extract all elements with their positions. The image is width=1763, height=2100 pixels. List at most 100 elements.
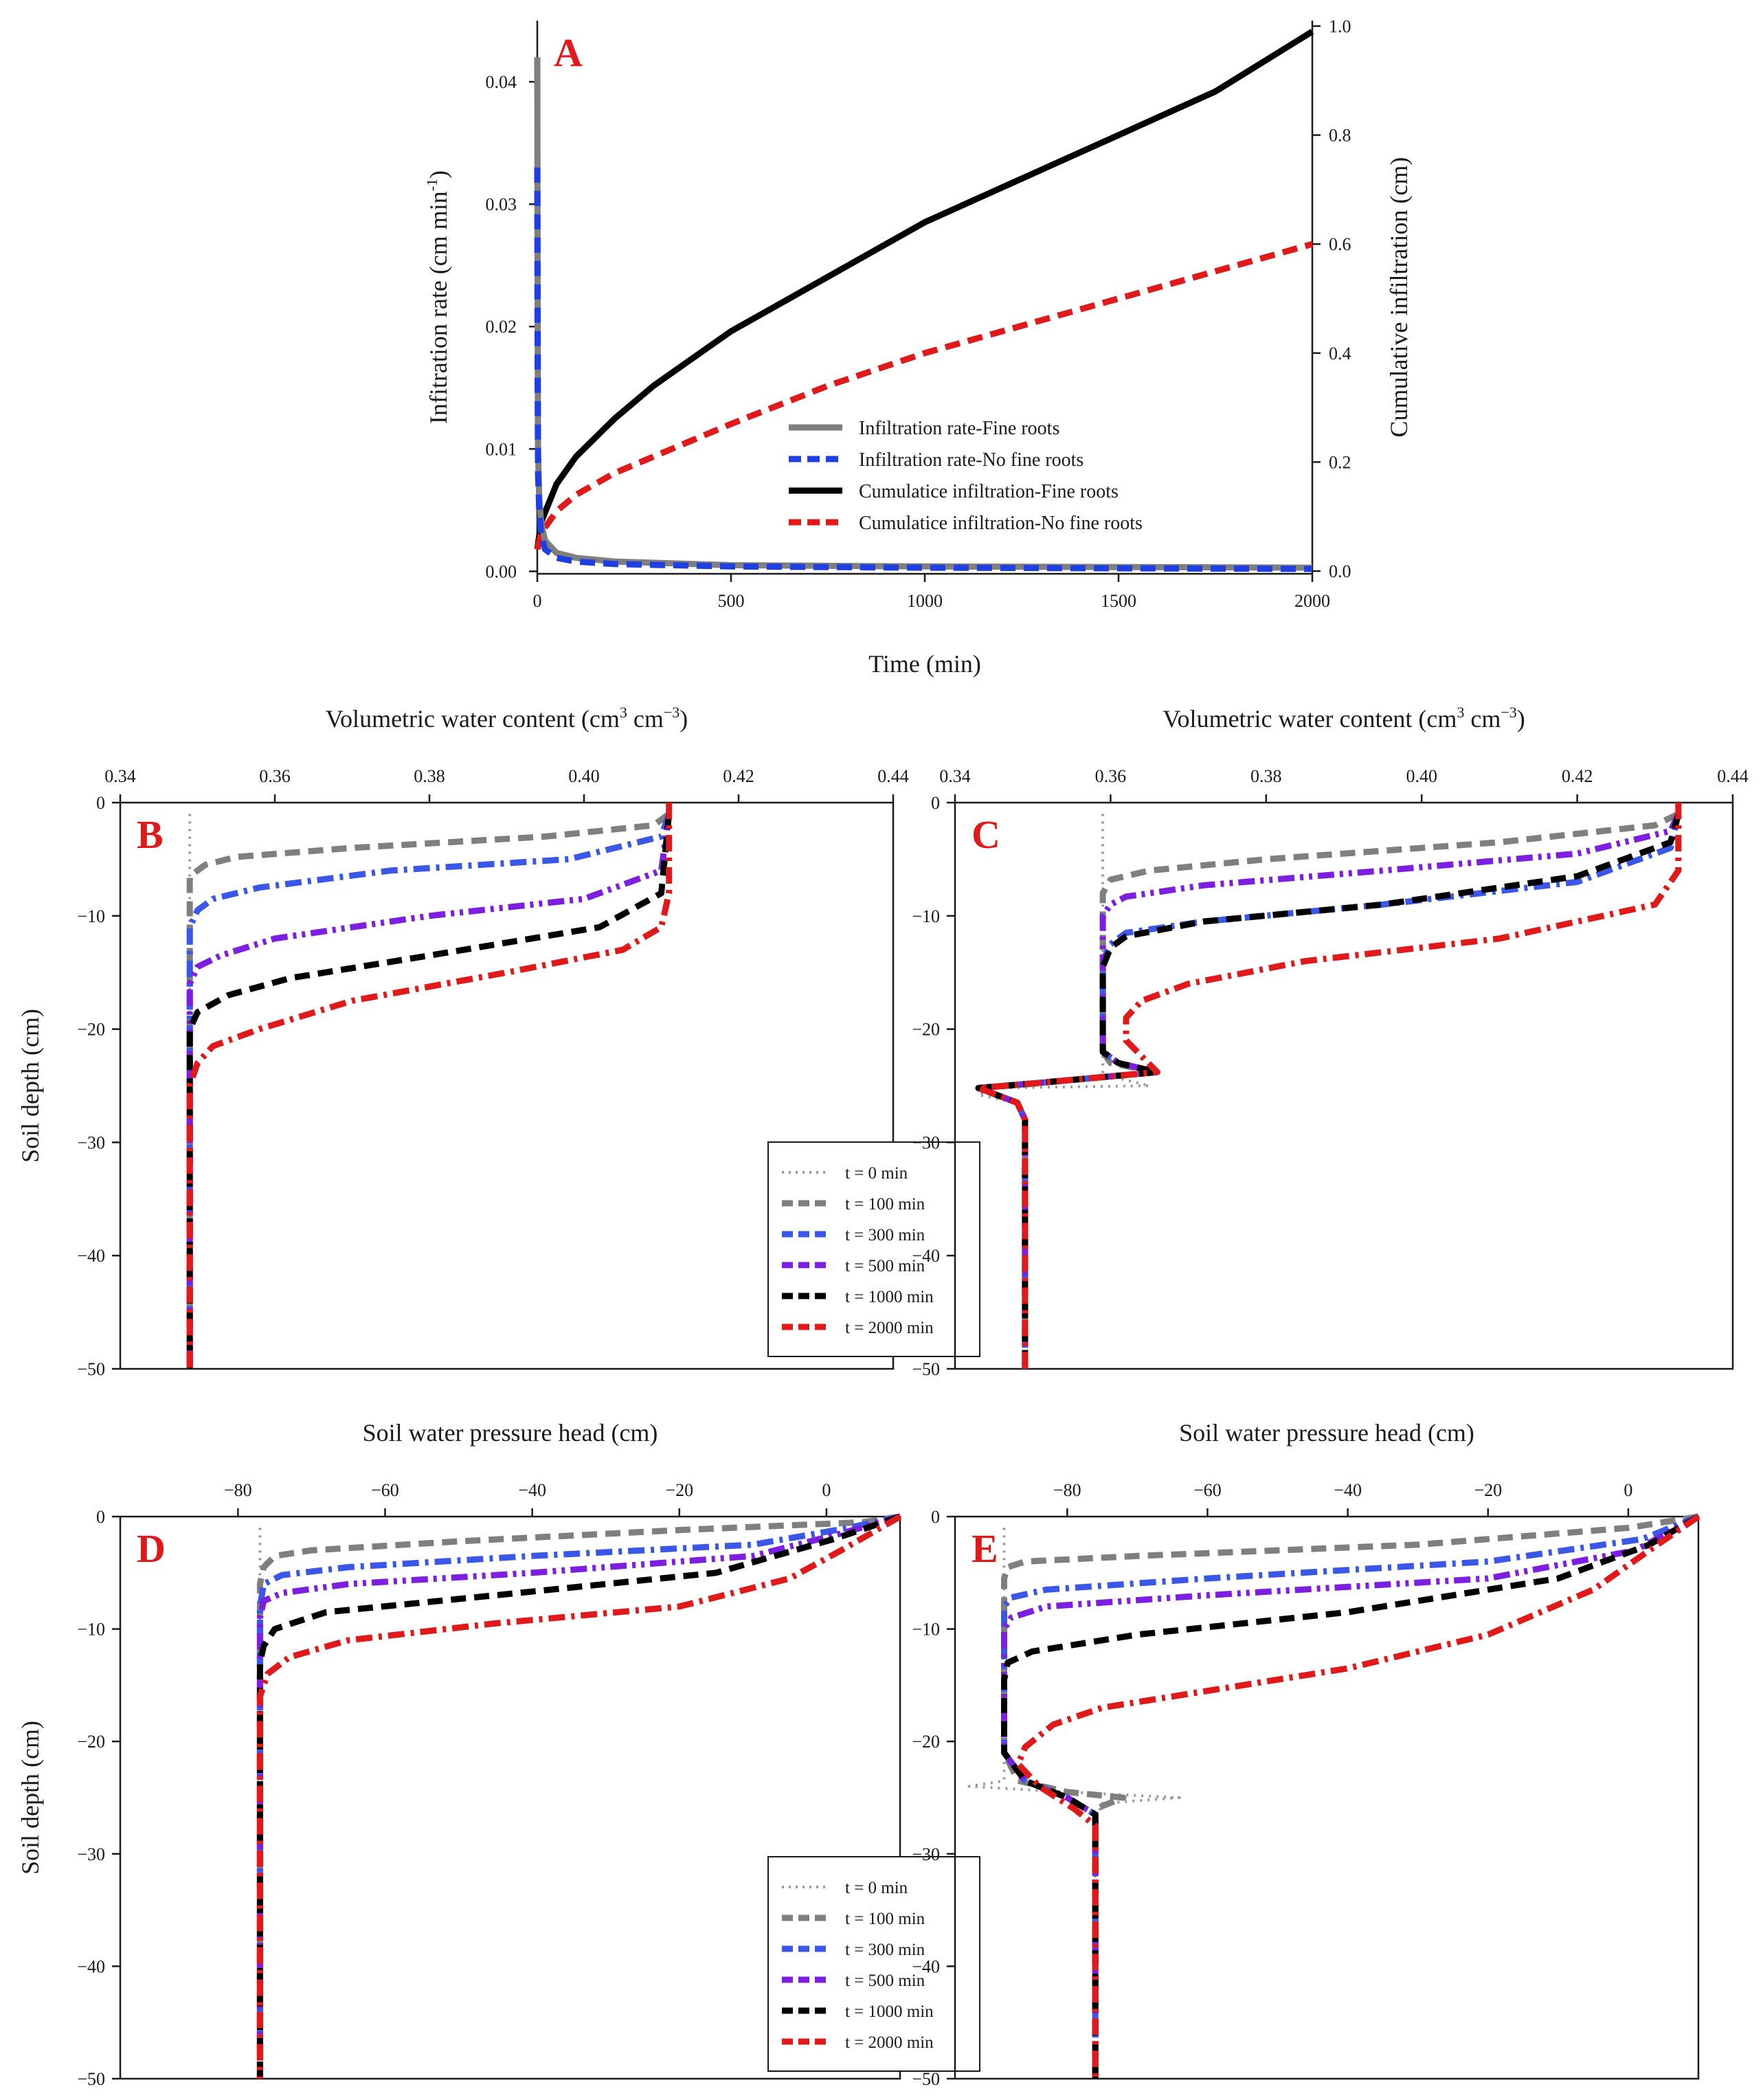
- chart-panel-c: 0.34 0.36 0.38 0.40 0.42 0.44 0 −10 −20 −30 −40 −50…: [912, 704, 1748, 1379]
- x-tick-label: 0.42: [1562, 766, 1593, 786]
- legend-label: Infiltration rate-No fine roots: [859, 449, 1083, 471]
- y-tick-label: 0.01: [486, 439, 517, 459]
- x-tick-label: 0.44: [1717, 766, 1749, 786]
- panel-label: C: [972, 812, 1000, 857]
- y-tick-label: 0: [96, 793, 105, 813]
- x-tick-label: −60: [1193, 1480, 1222, 1500]
- panel-label: A: [554, 30, 583, 75]
- chart-panel-a: 0 500 1000 1500 2000 0.00 0.01 0.02 0.03 0.04 0.0 0…: [423, 16, 1413, 678]
- series-line-3: [975, 812, 1681, 1369]
- series-line-1: [1001, 1513, 1699, 2079]
- x-tick-label: −20: [1474, 1480, 1502, 1500]
- series-line-3: [1001, 1514, 1700, 2079]
- chart-panel-b: 0.34 0.36 0.38 0.40 0.42 0.44 0 −10 −20 −30 −40 −50…: [16, 704, 980, 1379]
- x-tick-label: −80: [1053, 1480, 1081, 1500]
- x-tick-label: 0.38: [1250, 766, 1282, 786]
- x-tick-label: −40: [1334, 1480, 1362, 1500]
- x-tick-label: 0: [1624, 1480, 1632, 1500]
- panel-label: E: [972, 1526, 998, 1571]
- x-tick-label: 500: [718, 591, 745, 611]
- series-line-4: [186, 814, 673, 1369]
- y-tick-label: −50: [912, 1359, 940, 1379]
- y-tick-label: −50: [77, 2069, 105, 2089]
- series-line-5: [186, 803, 673, 1369]
- y-tick-label: 0.03: [486, 194, 517, 214]
- y2-tick-label: 1.0: [1329, 16, 1351, 36]
- x-axis-label: Time (min): [868, 650, 981, 678]
- series-line-5: [1015, 1514, 1700, 2079]
- legend-label: t = 2000 min: [845, 2033, 934, 2052]
- y2-tick-label: 0.0: [1329, 561, 1351, 581]
- x-tick-label: 0.36: [1095, 766, 1127, 786]
- y-tick-label: −20: [77, 1732, 105, 1752]
- x-tick-label: 0: [533, 591, 542, 611]
- series-group: [975, 803, 1682, 1369]
- legend: t = 0 min t = 100 min t = 300 min t = 500 m…: [767, 1141, 980, 1357]
- series-line-2: [975, 813, 1682, 1369]
- y-axis-label: Soil depth (cm): [16, 1009, 44, 1163]
- x-tick-label: 2000: [1294, 591, 1330, 611]
- y-tick-label: −40: [77, 1956, 105, 1976]
- y-tick-label: −30: [77, 1132, 105, 1152]
- plot-frame: [954, 1515, 1700, 2080]
- y-tick-label: 0.02: [486, 317, 517, 337]
- plot-frame: [119, 1515, 901, 2080]
- y-tick-label: −40: [77, 1246, 105, 1266]
- series-line-2: [534, 29, 1314, 550]
- x-axis-label: Soil water pressure head (cm): [363, 1419, 658, 1446]
- legend: Infiltration rate-Fine roots Infiltration…: [789, 418, 1143, 534]
- legend-label: t = 1000 min: [845, 2002, 934, 2021]
- series-line-1: [534, 167, 1313, 572]
- series-line-3: [256, 1513, 901, 2079]
- y-tick-label: 0: [931, 793, 940, 813]
- x-axis-label: Volumetric water content (cm3 cm−3): [326, 704, 688, 733]
- series-line-5: [256, 1514, 902, 2079]
- legend-label: t = 100 min: [845, 1910, 925, 1928]
- y2-axis-label: Cumulative infiltration (cm): [1385, 157, 1413, 438]
- legend-label: t = 1000 min: [845, 1288, 934, 1306]
- x-tick-label: 0.44: [877, 766, 909, 786]
- x-tick-label: −60: [371, 1480, 399, 1500]
- legend-label: t = 0 min: [845, 1164, 908, 1183]
- x-tick-label: 1500: [1101, 591, 1136, 611]
- legend-box: [767, 1141, 980, 1357]
- y-axis-label: Infitration rate (cm min-1): [423, 170, 452, 424]
- series-group: [256, 1513, 902, 2079]
- y-tick-label: −50: [77, 1359, 105, 1379]
- x-tick-label: 0.34: [104, 766, 136, 786]
- y-tick-label: −30: [912, 1844, 940, 1864]
- y-tick-label: −20: [912, 1732, 940, 1752]
- x-tick-label: 0.40: [568, 766, 600, 786]
- x-axis-label: Volumetric water content (cm3 cm−3): [1163, 704, 1525, 733]
- y2-tick-label: 0.6: [1329, 234, 1351, 254]
- series-line-3: [534, 241, 1314, 550]
- x-tick-label: 0.42: [723, 766, 754, 786]
- legend-label: t = 100 min: [845, 1195, 925, 1214]
- plot-frame: [954, 801, 1734, 1370]
- y-axis-label: Soil depth (cm): [16, 1721, 44, 1875]
- legend-label: t = 2000 min: [845, 1319, 934, 1337]
- y-tick-label: −20: [912, 1020, 940, 1040]
- x-tick-label: −80: [224, 1480, 252, 1500]
- x-tick-label: 0.40: [1406, 766, 1437, 786]
- series-line-3: [186, 813, 673, 1369]
- series-line-5: [975, 803, 1682, 1369]
- legend-label: Infiltration rate-Fine roots: [859, 418, 1059, 439]
- legend-label: Cumulatice infiltration-No fine roots: [859, 513, 1143, 534]
- legend-label: t = 500 min: [845, 1257, 925, 1275]
- x-tick-label: −20: [665, 1480, 693, 1500]
- series-line-2: [186, 813, 672, 1369]
- y-tick-label: −10: [77, 906, 105, 926]
- series-line-1: [256, 1513, 901, 2079]
- y-tick-label: −20: [77, 1020, 105, 1040]
- y-tick-label: −50: [912, 2069, 940, 2089]
- y-tick-label: −10: [912, 1620, 940, 1640]
- y2-tick-label: 0.4: [1329, 344, 1351, 364]
- legend-label: t = 0 min: [845, 1879, 908, 1897]
- y-tick-label: −40: [912, 1956, 940, 1976]
- y-tick-label: 0: [931, 1507, 940, 1527]
- x-tick-label: 0.38: [414, 766, 445, 786]
- series-line-4: [256, 1513, 901, 2079]
- panel-label: D: [137, 1526, 166, 1571]
- panel-label: B: [137, 812, 164, 857]
